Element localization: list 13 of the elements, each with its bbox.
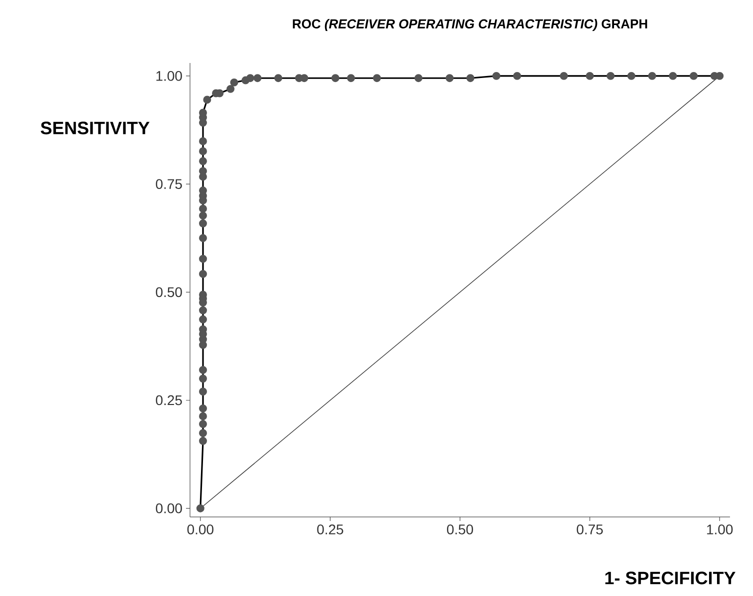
y-tick-label: 0.00 (156, 503, 182, 514)
y-tick-label: 0.50 (156, 287, 182, 298)
x-axis-title: 1- SPECIFICITY (605, 572, 736, 584)
x-tick-label: 0.50 (446, 524, 474, 534)
y-tick-label: 0.25 (156, 395, 182, 406)
y-axis-title: SENSITIVITY (40, 122, 150, 134)
y-tick-label: 1.00 (156, 71, 182, 81)
x-tick-label: 1.00 (707, 524, 733, 534)
x-tick-label: 0.25 (317, 524, 344, 534)
chart-title: ROC (RECEIVER OPERATING CHARACTERISTIC) GRAPH (292, 18, 648, 32)
y-tick-label: 0.75 (156, 179, 182, 189)
x-tick-label: 0.00 (187, 524, 214, 534)
x-tick-label: 0.75 (576, 524, 603, 534)
